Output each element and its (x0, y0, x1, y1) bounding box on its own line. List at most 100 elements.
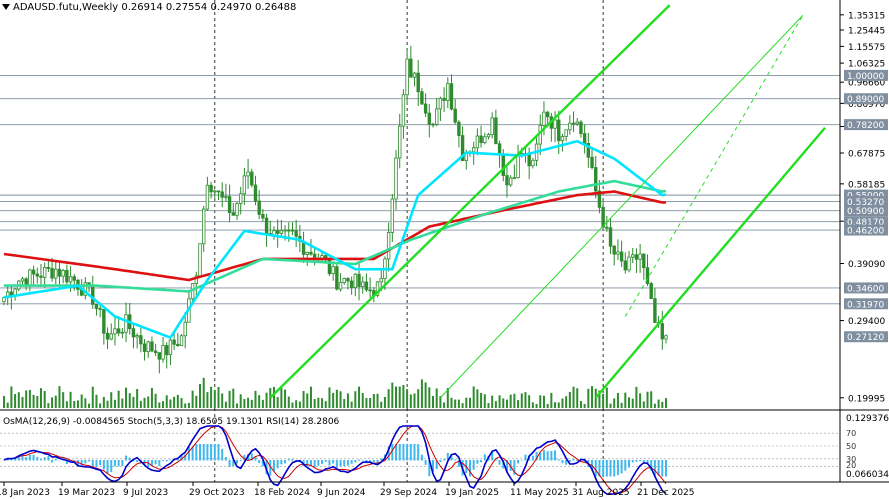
candle-body (342, 278, 346, 283)
osma-bar (14, 457, 17, 461)
candle (157, 352, 162, 374)
candle (490, 112, 494, 139)
candle (601, 199, 605, 230)
volume-bar (125, 387, 128, 408)
candle-body (139, 335, 143, 345)
osma-bar (224, 457, 227, 461)
price-axis-background (840, 0, 889, 499)
volume-bar (54, 395, 57, 408)
osma-bar (620, 460, 623, 474)
candle-body (416, 72, 420, 93)
time-tick-label: 9 Jun 2024 (317, 488, 366, 498)
volume-bar (609, 403, 612, 408)
candle-body (409, 58, 413, 78)
candle (202, 205, 206, 252)
candle (449, 74, 454, 111)
candle-body (102, 309, 106, 334)
osma-bar (158, 460, 161, 467)
time-tick-label: 19 Mar 2023 (58, 488, 115, 498)
price-tick-label: 0.39090 (848, 260, 885, 270)
candle (172, 331, 176, 350)
osma-bar (339, 460, 342, 467)
volume-bar (117, 390, 120, 408)
level-label: 0.31970 (847, 300, 884, 310)
candle (597, 180, 602, 214)
candle (512, 164, 517, 180)
osma-bar (284, 460, 287, 464)
osma-bar (113, 460, 116, 467)
volume-bar (276, 397, 279, 408)
candle-body (2, 297, 6, 303)
volume-bar (420, 379, 423, 408)
candle-body (475, 135, 480, 149)
osma-bar (121, 460, 124, 466)
osma-bar (10, 459, 13, 461)
volume-bar (480, 392, 483, 408)
candle-body (608, 227, 613, 247)
stoch-label: Stoch(5,3,3) 18.6505 19.1301 (127, 417, 264, 427)
candle (42, 262, 47, 289)
candle-body (28, 269, 32, 286)
candle-body (183, 321, 187, 337)
candle (231, 202, 235, 216)
osma-bar (380, 458, 383, 461)
candle (20, 276, 25, 286)
candle (335, 261, 339, 291)
rsi-label: RSI(14) 28.2806 (266, 417, 340, 427)
candle-body (460, 135, 465, 162)
price-tick-label: 0.29400 (848, 317, 885, 327)
candle-body (176, 343, 180, 346)
time-tick-label: 19 Jan 2025 (445, 488, 499, 498)
volume-bar (602, 393, 605, 408)
osma-bar (147, 460, 150, 468)
volume-bar (413, 393, 416, 408)
time-tick-label: 11 May 2025 (510, 488, 569, 498)
osma-bar (639, 460, 642, 461)
volume-bar (358, 386, 361, 408)
volume-bar (221, 393, 224, 408)
volume-bar (332, 392, 335, 408)
volume-bar (557, 402, 560, 408)
candle-body (224, 196, 228, 199)
volume-bar (343, 399, 346, 408)
candle (431, 122, 435, 128)
osma-bar (631, 460, 634, 463)
candle-body (242, 175, 247, 195)
candle-body (46, 266, 51, 269)
candle (586, 132, 591, 168)
candle-body (172, 339, 176, 345)
candle-body (50, 268, 54, 279)
volume-bar (435, 388, 438, 408)
osma-bar (54, 458, 57, 461)
osma-bar (650, 460, 653, 471)
osma-bar (635, 460, 638, 462)
candle-body (431, 123, 435, 126)
osma-bar (520, 459, 523, 461)
candle (142, 339, 147, 361)
signal-line (3, 425, 667, 495)
candle (479, 125, 483, 148)
high-value: 0.27554 (165, 2, 208, 13)
volume-bar (317, 397, 320, 408)
osma-bar (3, 460, 5, 461)
volume-bar (258, 395, 261, 408)
osma-bar (568, 460, 571, 463)
osma-bar (21, 455, 24, 461)
volume-bar (324, 401, 327, 408)
volume-bar (206, 392, 209, 408)
time-tick-label: 18 Feb 2024 (254, 488, 310, 498)
time-tick-label: 29 Sep 2024 (380, 488, 437, 498)
volume-bar (450, 397, 453, 408)
osma-bar (80, 460, 83, 466)
candle (660, 310, 665, 350)
level-label: 0.34600 (847, 284, 884, 294)
candle (290, 222, 295, 236)
candle-body (568, 122, 572, 131)
dropdown-triangle-icon[interactable] (2, 4, 10, 10)
candle (235, 201, 239, 220)
osma-bar (110, 460, 113, 473)
volume-bar (321, 398, 324, 408)
candle (65, 264, 69, 286)
candle-body (246, 171, 250, 177)
volume-bar (139, 400, 142, 408)
